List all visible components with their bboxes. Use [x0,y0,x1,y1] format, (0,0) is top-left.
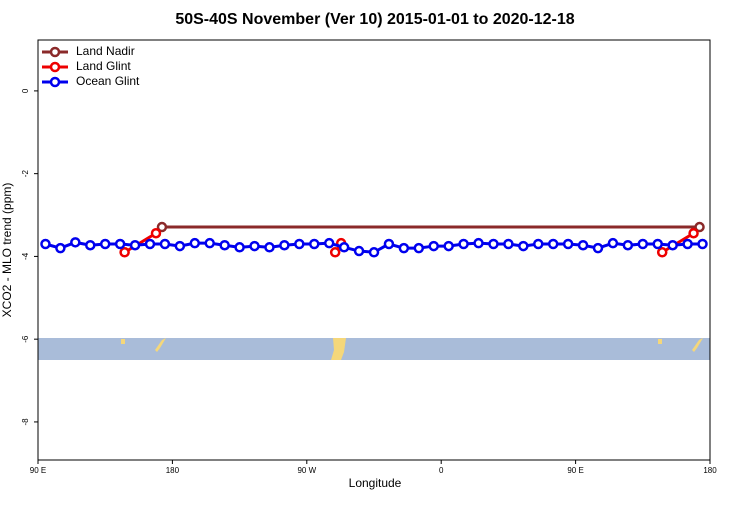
y-tick-label: -2 [21,170,30,178]
data-point [607,237,619,249]
legend-marker [49,76,61,88]
land-patch [121,339,125,344]
data-point [279,239,290,251]
data-point [309,238,320,250]
x-tick-label: 180 [166,466,180,475]
chart-title: 50S-40S November (Ver 10) 2015-01-01 to … [175,11,574,28]
y-tick-label: -6 [21,335,30,343]
data-point [249,240,260,252]
x-tick-label: 0 [439,466,444,475]
data-point [55,242,66,254]
land-patch [331,338,346,360]
data-point [204,237,215,249]
data-point [688,227,699,239]
data-point [518,240,529,252]
x-tick-label: 180 [703,466,717,475]
data-point [562,238,574,250]
legend-label: Land Glint [76,59,131,73]
x-tick-label: 90 W [297,466,316,475]
data-point [533,238,544,250]
data-point [398,242,410,254]
land-patch [692,338,703,352]
y-tick-label: -4 [21,252,30,260]
x-tick-label: 90 E [30,466,46,475]
y-tick-label: -8 [21,418,30,426]
data-point [682,238,693,250]
data-point [592,242,604,254]
data-point [234,242,245,253]
ocean-band [38,338,710,360]
data-point [488,238,499,250]
data-point [667,239,678,251]
data-point [652,238,663,250]
data-point [189,237,201,249]
legend-label: Land Nadir [76,44,135,58]
data-point [353,245,365,257]
series-line [661,231,695,254]
data-point [503,238,514,250]
land-patch [155,338,166,352]
data-point [294,238,305,250]
data-point [114,238,126,250]
data-point [338,242,350,253]
data-point [443,240,454,252]
data-point [697,238,708,250]
data-point [368,247,380,258]
data-point [694,221,705,233]
data-point [119,247,130,258]
data-point [144,238,156,250]
data-point [428,240,439,252]
legend-label: Ocean Glint [76,74,140,88]
data-point [129,239,141,251]
land-patch [658,339,662,344]
data-point [473,237,484,249]
map-band [38,338,710,360]
data-point [174,240,186,252]
data-point [40,238,51,250]
data-point [637,238,649,250]
data-point [458,238,469,250]
data-point [383,238,395,250]
data-point [85,239,96,251]
data-point [577,239,589,251]
data-point [156,221,168,233]
data-point [264,242,275,253]
data-point [70,237,81,248]
data-point [159,238,171,250]
x-tick-label: 90 E [567,466,583,475]
legend-marker [49,61,61,73]
data-point [622,239,634,251]
data-point [219,239,230,251]
data-point [323,237,335,249]
y-tick-label: 0 [21,88,30,93]
y-axis-label: XCO2 - MLO trend (ppm) [0,183,14,318]
series-line [123,231,157,254]
data-point [150,227,162,239]
legend-marker [49,46,61,58]
x-axis-label: Longitude [349,476,402,490]
data-point [413,242,425,254]
plot-frame [37,39,711,461]
data-point [656,247,668,258]
data-point [99,238,111,250]
data-point [329,247,341,258]
data-point [547,238,559,250]
